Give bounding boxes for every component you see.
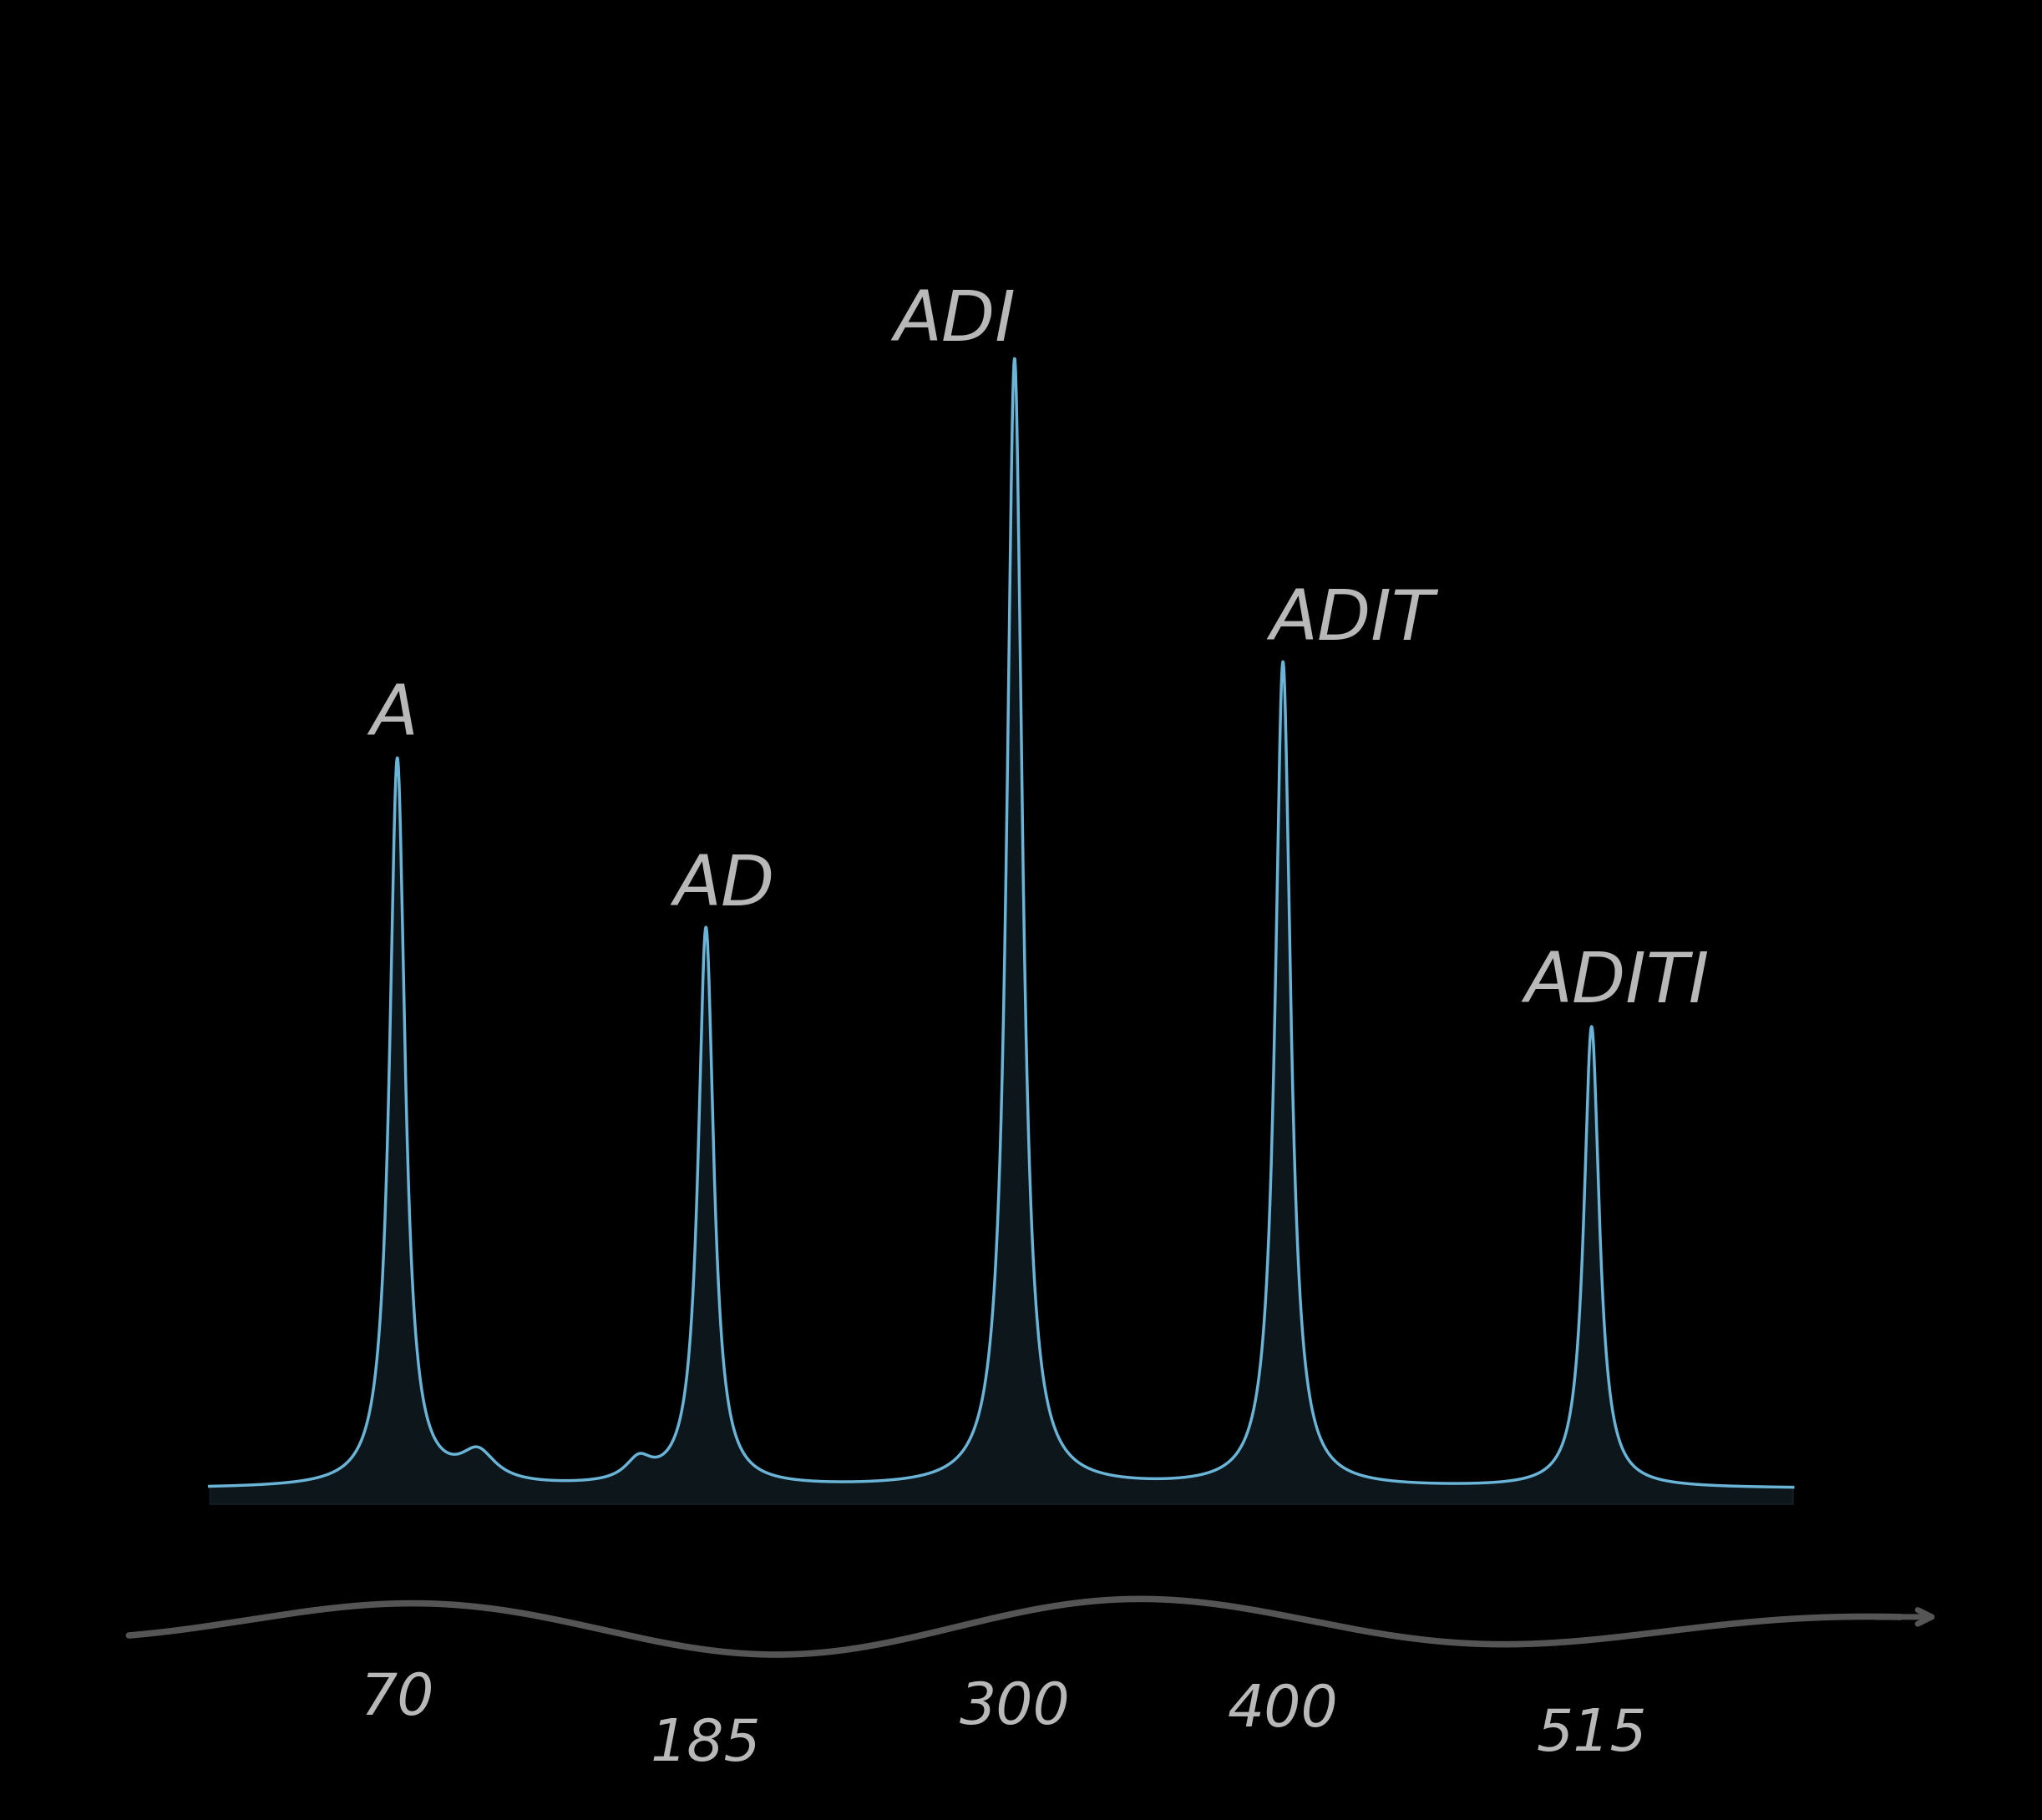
- Text: 185: 185: [651, 1716, 762, 1773]
- Text: AD: AD: [674, 852, 776, 919]
- Text: ADITI: ADITI: [1525, 950, 1709, 1017]
- Text: 300: 300: [960, 1680, 1070, 1736]
- Text: 515: 515: [1536, 1707, 1648, 1762]
- Text: A: A: [370, 682, 419, 750]
- Text: ADI: ADI: [894, 288, 1015, 355]
- Text: ADIT: ADIT: [1270, 586, 1433, 653]
- Text: 70: 70: [359, 1671, 435, 1725]
- Text: 400: 400: [1227, 1682, 1338, 1738]
